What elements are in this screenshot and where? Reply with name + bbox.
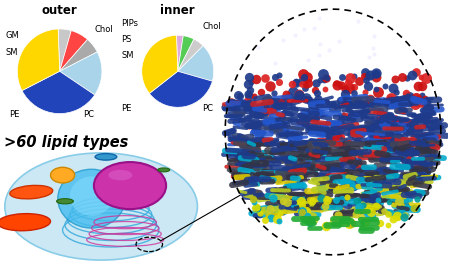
Wedge shape: [142, 35, 178, 93]
Text: Chol: Chol: [94, 25, 113, 34]
Text: >60 lipid types: >60 lipid types: [4, 135, 128, 150]
Ellipse shape: [94, 162, 166, 209]
Text: Chol: Chol: [202, 22, 221, 31]
Text: inner: inner: [161, 4, 195, 17]
Wedge shape: [59, 31, 87, 71]
Text: SM: SM: [5, 48, 18, 57]
Wedge shape: [58, 29, 71, 71]
Ellipse shape: [50, 167, 75, 183]
Ellipse shape: [95, 154, 117, 160]
Wedge shape: [59, 39, 97, 71]
Wedge shape: [176, 35, 183, 71]
Text: outer: outer: [42, 4, 78, 17]
Wedge shape: [178, 39, 203, 71]
Text: PE: PE: [122, 104, 132, 113]
Ellipse shape: [58, 169, 125, 228]
Text: PE: PE: [9, 110, 19, 119]
Wedge shape: [22, 71, 94, 114]
Wedge shape: [149, 71, 212, 107]
Text: SM: SM: [122, 51, 134, 60]
Text: PS: PS: [122, 35, 132, 44]
Wedge shape: [17, 29, 59, 91]
Ellipse shape: [5, 153, 198, 260]
Ellipse shape: [108, 170, 132, 180]
Text: PC: PC: [83, 110, 94, 119]
Text: PC: PC: [202, 104, 213, 113]
Wedge shape: [59, 52, 102, 95]
Ellipse shape: [70, 176, 113, 216]
Text: GM: GM: [5, 31, 19, 40]
Wedge shape: [178, 36, 194, 71]
Ellipse shape: [0, 214, 50, 231]
Wedge shape: [178, 46, 214, 81]
Ellipse shape: [158, 168, 170, 172]
Circle shape: [225, 9, 441, 255]
Ellipse shape: [10, 185, 53, 199]
Text: PIPs: PIPs: [122, 19, 139, 28]
Ellipse shape: [57, 199, 73, 204]
